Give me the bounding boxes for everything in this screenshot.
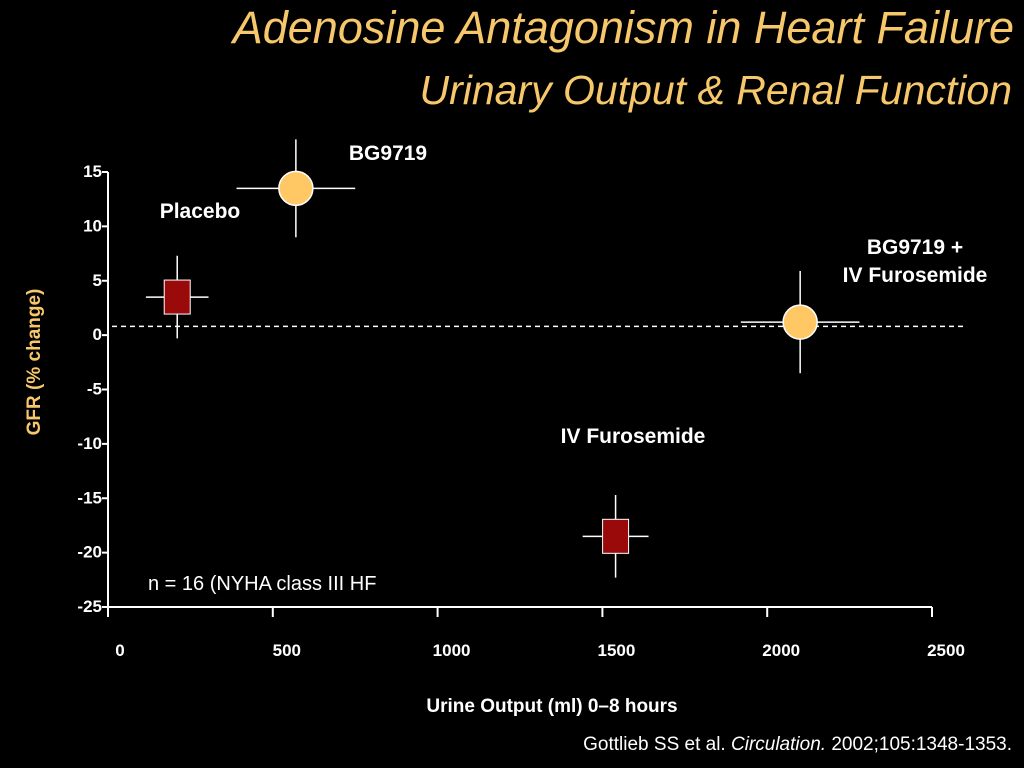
point-label: IV Furosemide — [561, 425, 706, 448]
point-label: Placebo — [160, 200, 241, 223]
data-point-circle — [782, 304, 818, 340]
x-tick-label: 2500 — [927, 641, 965, 660]
point-label: BG9719 + — [867, 236, 963, 259]
citation-journal: Circulation. — [731, 734, 827, 755]
y-tick-label: -25 — [77, 597, 102, 616]
slide-subtitle: Urinary Output & Renal Function — [419, 67, 1013, 113]
data-point-square — [602, 518, 630, 554]
citation-ref: 2002;105:1348-1353. — [831, 734, 1012, 755]
y-axis-title: GFR (% change) — [24, 289, 45, 436]
y-tick-label: 15 — [83, 162, 102, 181]
y-tick-label: 5 — [93, 271, 102, 290]
point-label: IV Furosemide — [843, 264, 988, 287]
y-tick-label: -20 — [77, 543, 102, 562]
x-tick-label: 1500 — [597, 641, 635, 660]
y-tick-label: 10 — [83, 216, 102, 235]
data-point-circle — [278, 170, 314, 207]
slide-title: Adenosine Antagonism in Heart Failure — [232, 2, 1014, 53]
x-tick-label: 0 — [115, 641, 124, 660]
data-point-square — [163, 279, 191, 315]
sample-size-annotation: n = 16 (NYHA class III HF — [148, 573, 376, 595]
y-tick-label: 0 — [93, 325, 102, 344]
x-axis-title: Urine Output (ml) 0–8 hours — [426, 696, 677, 717]
citation: Gottlieb SS et al. Circulation. 2002;105… — [583, 734, 1012, 756]
point-label: BG9719 — [349, 142, 427, 165]
y-tick-label: -15 — [77, 488, 102, 507]
y-tick-label: -10 — [77, 434, 102, 453]
x-tick-label: 500 — [273, 641, 301, 660]
x-tick-label: 1000 — [433, 641, 471, 660]
citation-authors: Gottlieb SS et al. — [583, 734, 726, 755]
y-tick-label: -5 — [87, 380, 102, 399]
x-tick-label: 2000 — [762, 641, 800, 660]
